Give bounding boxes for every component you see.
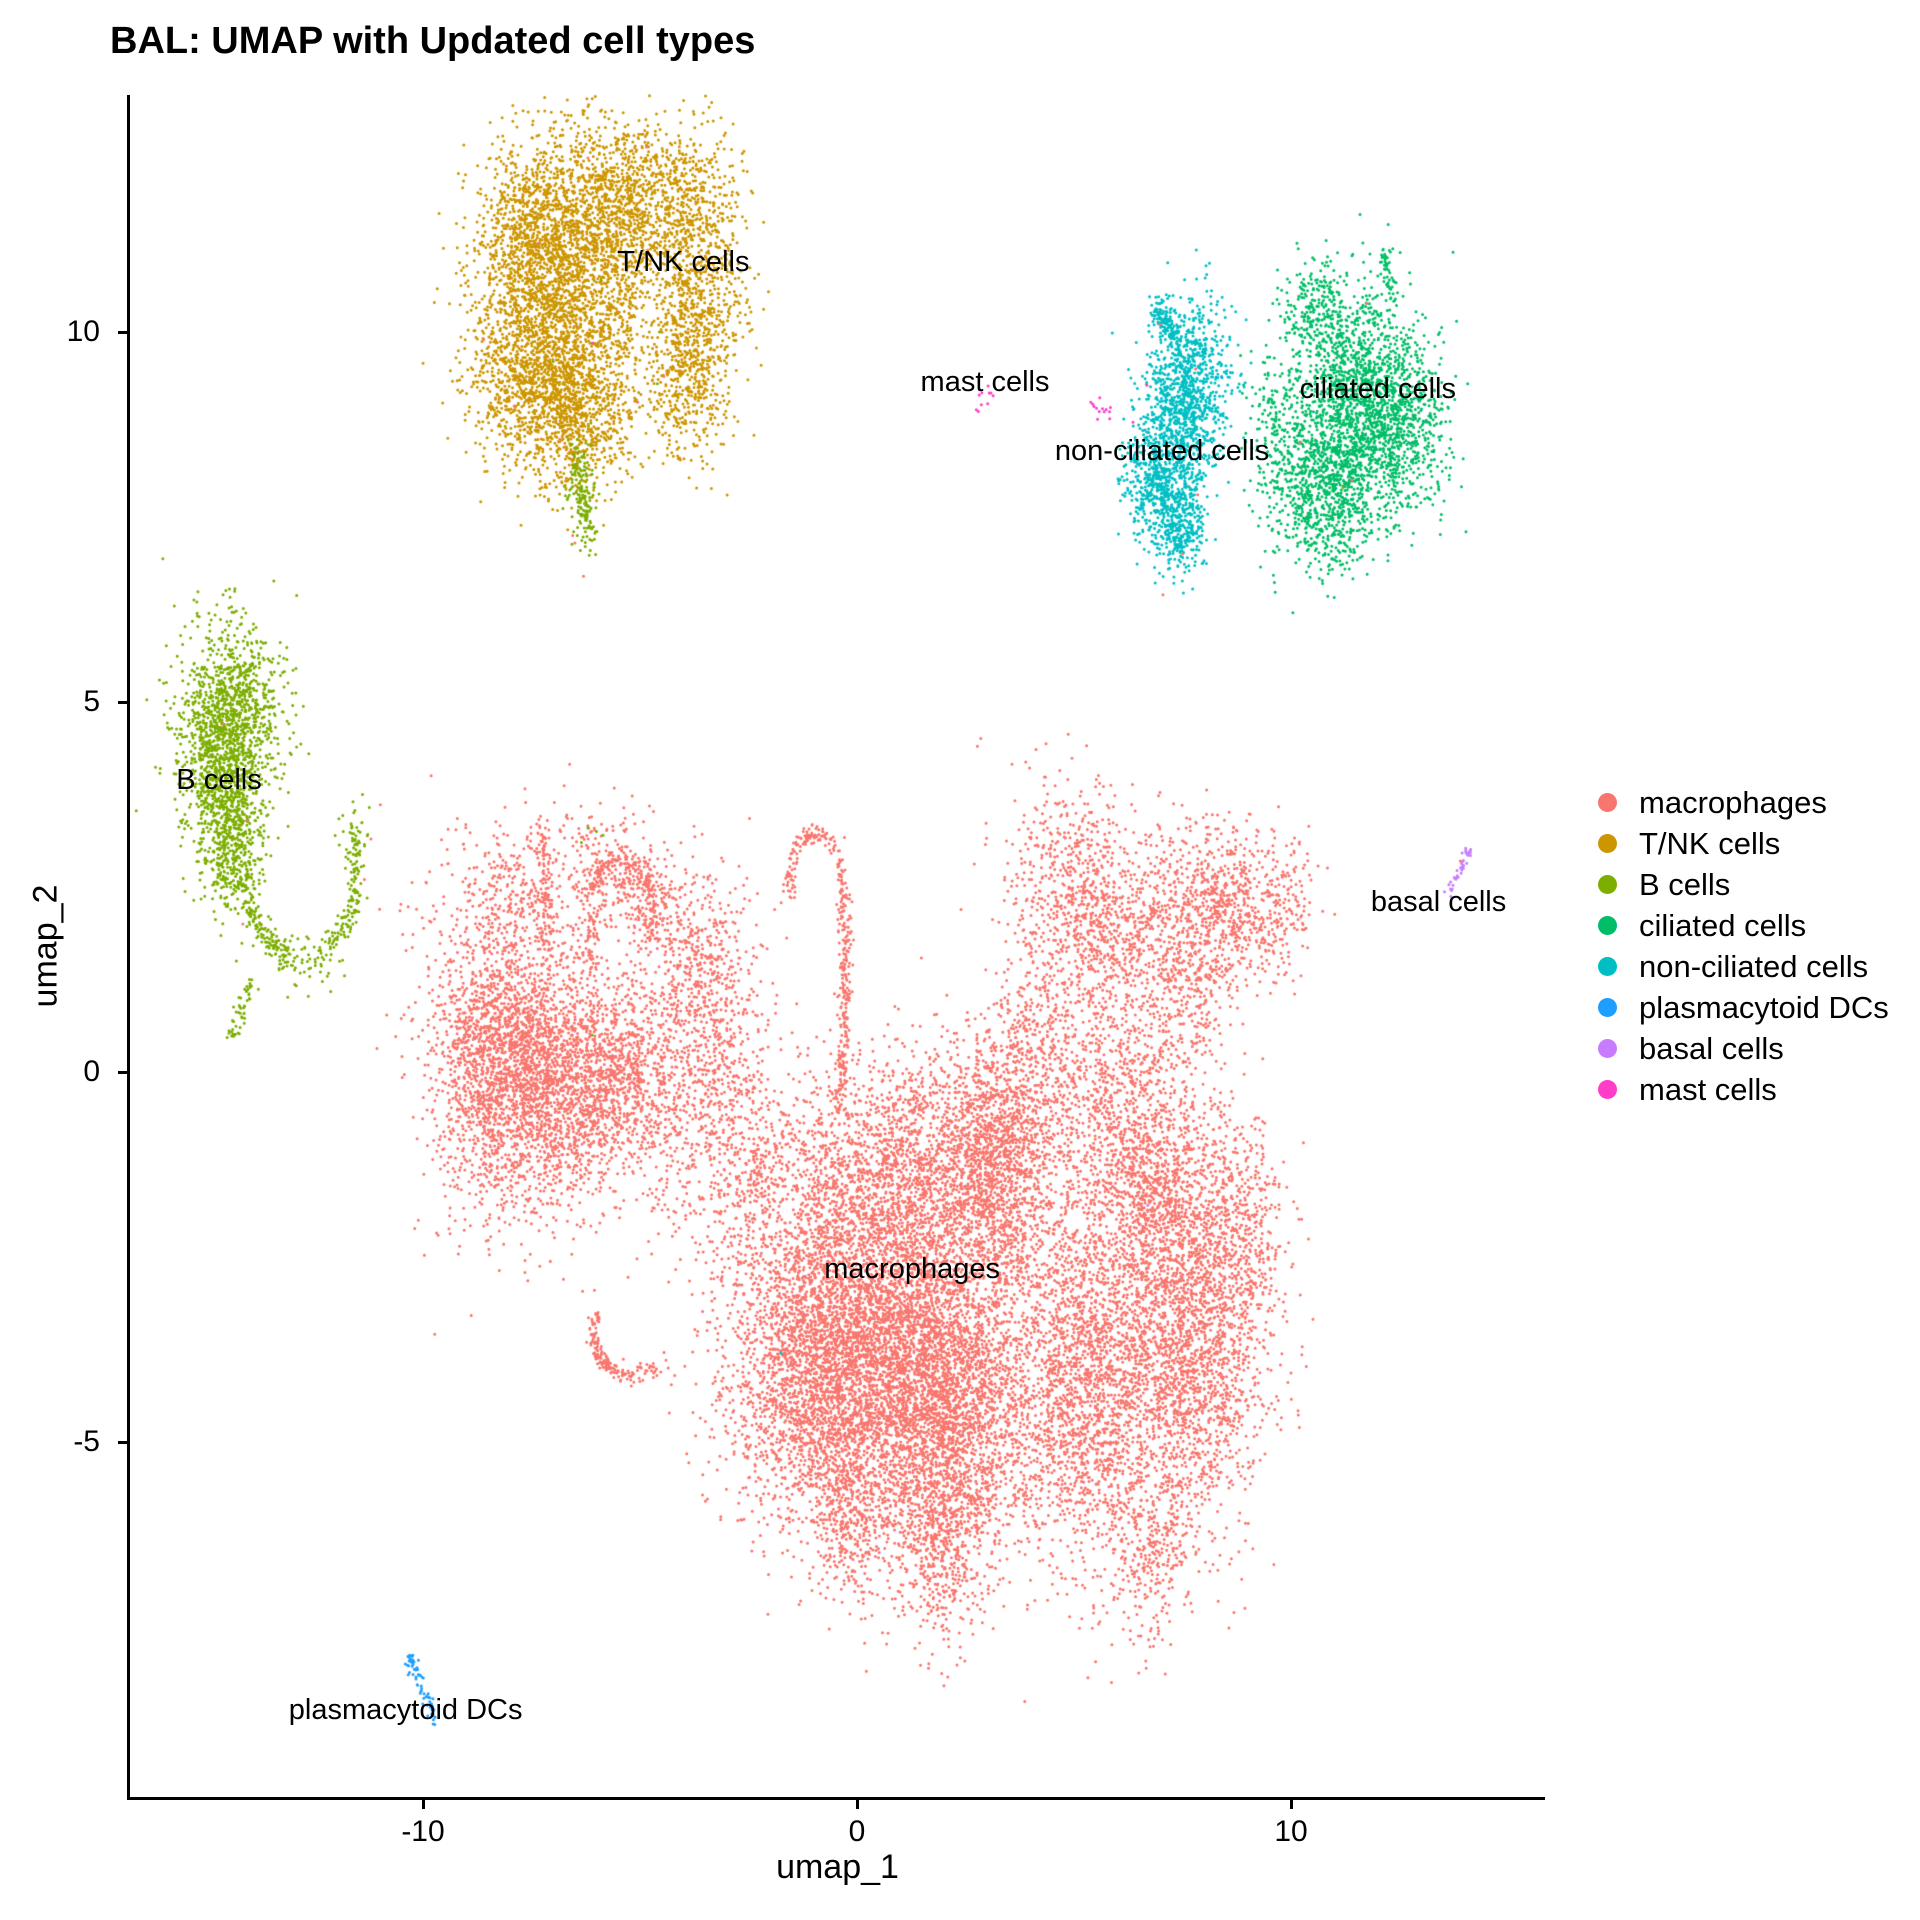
legend-label: mast cells bbox=[1639, 1071, 1777, 1107]
y-tick-mark bbox=[118, 700, 127, 704]
x-tick-mark bbox=[855, 1800, 859, 1809]
y-tick-label: 5 bbox=[83, 685, 100, 718]
y-axis-line bbox=[127, 95, 130, 1800]
legend: macrophages T/NK cells B cells ciliated cel… bbox=[1598, 782, 1908, 1110]
legend-label: non-ciliated cells bbox=[1639, 948, 1869, 984]
y-tick-label: 0 bbox=[83, 1055, 100, 1088]
legend-dot-icon bbox=[1598, 1039, 1617, 1058]
legend-dot-icon bbox=[1598, 834, 1617, 853]
legend-item-ciliated-cells: ciliated cells bbox=[1598, 905, 1806, 946]
x-tick-label: 10 bbox=[1274, 1815, 1308, 1848]
legend-dot-icon bbox=[1598, 998, 1617, 1017]
x-tick-label: -10 bbox=[401, 1815, 445, 1848]
legend-item-b-cells: B cells bbox=[1598, 864, 1730, 905]
legend-label: plasmacytoid DCs bbox=[1639, 989, 1889, 1025]
cluster-label-ciliated-cells: ciliated cells bbox=[1299, 372, 1456, 405]
x-tick-label: 0 bbox=[848, 1815, 866, 1848]
legend-item-mast-cells: mast cells bbox=[1598, 1069, 1777, 1110]
legend-label: B cells bbox=[1639, 866, 1731, 902]
cluster-label-mast-cells: mast cells bbox=[920, 366, 1050, 399]
legend-item-t-nk-cells: T/NK cells bbox=[1598, 823, 1780, 864]
x-axis-title: umap_1 bbox=[776, 1848, 899, 1886]
x-tick-mark bbox=[421, 1800, 425, 1809]
cluster-label-non-ciliated-cells: non-ciliated cells bbox=[1054, 435, 1270, 468]
cluster-label-macrophages: macrophages bbox=[824, 1252, 1000, 1285]
legend-dot-icon bbox=[1598, 1080, 1617, 1099]
legend-item-non-ciliated-cells: non-ciliated cells bbox=[1598, 946, 1868, 987]
legend-dot-icon bbox=[1598, 957, 1617, 976]
y-axis-title: umap_2 bbox=[26, 884, 65, 1008]
cluster-label-plasmacytoid-dcs: plasmacytoid DCs bbox=[288, 1693, 523, 1726]
legend-label: basal cells bbox=[1639, 1030, 1784, 1066]
legend-item-basal-cells: basal cells bbox=[1598, 1028, 1784, 1069]
cluster-label-basal-cells: basal cells bbox=[1370, 885, 1507, 918]
y-tick-mark bbox=[118, 330, 127, 334]
x-axis-line bbox=[127, 1797, 1545, 1800]
legend-label: ciliated cells bbox=[1639, 907, 1807, 943]
legend-dot-icon bbox=[1598, 875, 1617, 894]
y-tick-mark bbox=[118, 1440, 127, 1444]
legend-item-macrophages: macrophages bbox=[1598, 782, 1827, 823]
y-tick-label: -5 bbox=[73, 1425, 100, 1458]
cluster-label-t-nk-cells: T/NK cells bbox=[617, 245, 750, 278]
y-tick-label: 10 bbox=[66, 315, 100, 348]
legend-dot-icon bbox=[1598, 793, 1617, 812]
legend-label: macrophages bbox=[1639, 784, 1827, 820]
cluster-label-b-cells: B cells bbox=[176, 763, 262, 796]
y-tick-mark bbox=[118, 1070, 127, 1074]
legend-item-plasmacytoid-dcs: plasmacytoid DCs bbox=[1598, 987, 1889, 1028]
x-tick-mark bbox=[1289, 1800, 1293, 1809]
legend-dot-icon bbox=[1598, 916, 1617, 935]
legend-label: T/NK cells bbox=[1639, 825, 1781, 861]
